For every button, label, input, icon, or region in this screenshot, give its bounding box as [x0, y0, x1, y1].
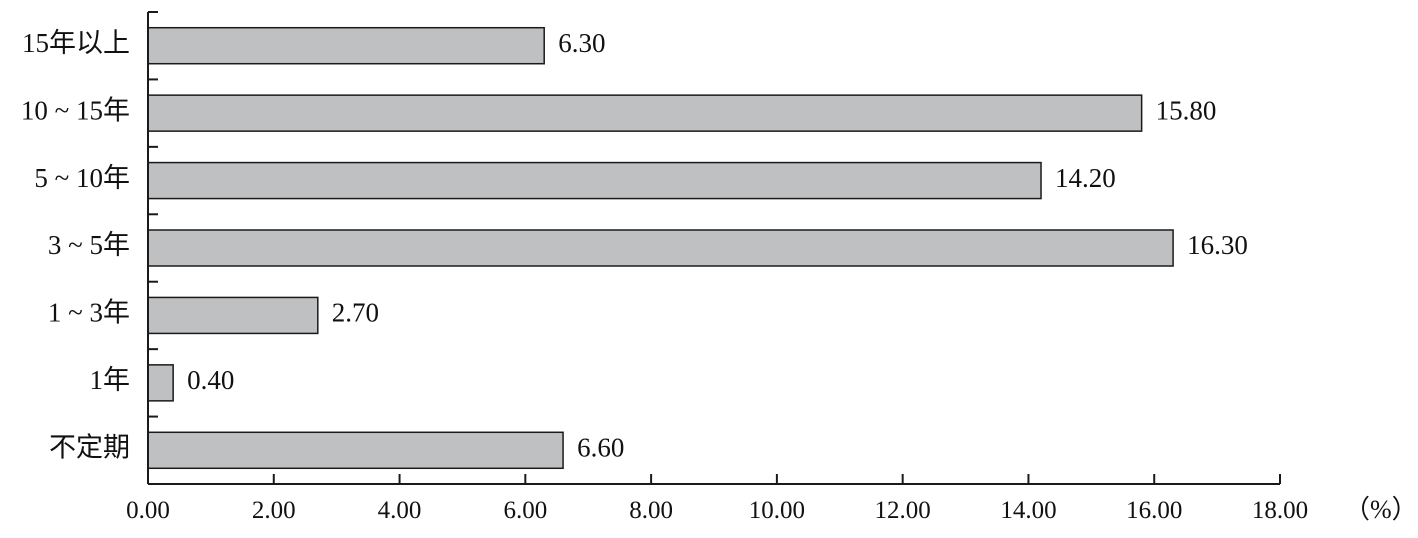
x-tick-label: 4.00	[378, 497, 422, 524]
bar	[147, 364, 174, 402]
category-label: 1年	[90, 365, 131, 395]
bar	[147, 161, 1042, 200]
x-tick-label: 16.00	[1126, 497, 1182, 524]
bar	[147, 431, 564, 470]
bar	[147, 94, 1143, 132]
bars-layer: 6.30 15.80 14.20 16.30 2.70 0.40 6.60	[147, 26, 1248, 470]
x-axis-unit-label: （%）	[1344, 495, 1418, 524]
x-tick-label: 2.00	[252, 497, 296, 524]
category-label: 10 ~ 15年	[21, 95, 130, 125]
category-label: 5 ~ 10年	[34, 163, 130, 193]
bar	[147, 296, 319, 335]
x-tick-label: 10.00	[749, 497, 805, 524]
x-tick-label: 6.00	[503, 497, 547, 524]
value-label: 15.80	[1156, 95, 1217, 125]
category-label: 不定期	[49, 432, 130, 462]
bar	[147, 229, 1174, 267]
value-label: 0.40	[187, 365, 234, 395]
category-label: 3 ~ 5年	[48, 230, 130, 260]
x-tick-label: 8.00	[629, 497, 673, 524]
category-label: 15年以上	[22, 28, 130, 58]
x-axis: 0.00 2.00 4.00 6.00 8.00 10.00 12.00 14.00 16.00…	[126, 474, 1308, 524]
value-label: 2.70	[332, 298, 379, 328]
value-label: 6.30	[558, 28, 605, 58]
x-tick-label: 14.00	[1000, 497, 1056, 524]
x-tick-label: 18.00	[1252, 497, 1308, 524]
category-label: 1 ~ 3年	[48, 298, 130, 328]
value-label: 14.20	[1055, 163, 1116, 193]
value-label: 6.60	[577, 432, 624, 462]
x-tick-label: 0.00	[126, 497, 170, 524]
bar	[147, 26, 545, 65]
value-label: 16.30	[1187, 230, 1248, 260]
x-tick-label: 12.00	[875, 497, 931, 524]
